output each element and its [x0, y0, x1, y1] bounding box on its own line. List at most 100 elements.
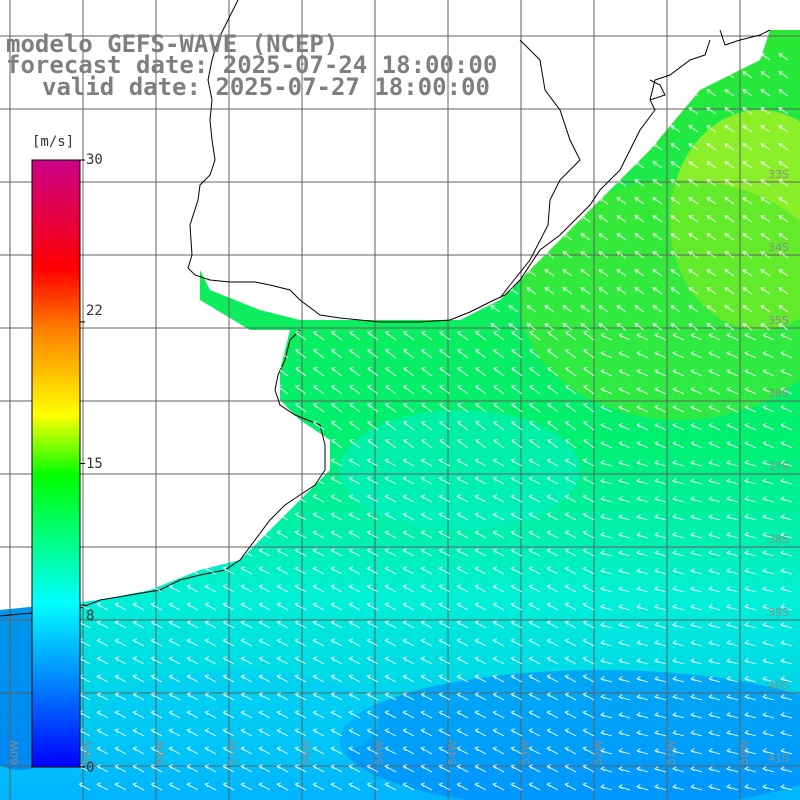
wind-arrow — [708, 712, 721, 719]
wind-arrow — [438, 602, 451, 611]
wind-arrow — [636, 622, 649, 629]
wind-arrow — [186, 566, 199, 575]
wind-arrow — [348, 584, 361, 593]
wind-arrow — [312, 602, 325, 611]
wind-arrow — [636, 550, 649, 557]
wind-arrow — [600, 386, 613, 395]
longitude-labels: 60W 59W 58W 57W 56W 55W 54W 53W 52W 51W 50W — [8, 740, 751, 765]
wind-arrow — [420, 764, 433, 773]
wind-arrow — [636, 640, 649, 647]
wind-arrow — [708, 514, 721, 521]
wind-arrow — [186, 620, 199, 629]
wind-arrow — [580, 197, 591, 205]
wind-arrow — [222, 566, 235, 575]
wind-arrow — [528, 421, 541, 431]
wind-arrow — [706, 89, 717, 97]
wind-arrow — [510, 331, 523, 341]
wind-arrow — [618, 422, 631, 431]
wind-arrow — [634, 269, 645, 277]
wind-arrow — [114, 403, 127, 413]
wind-arrow — [240, 764, 253, 773]
wind-arrow — [652, 233, 663, 241]
wind-arrow — [726, 350, 739, 359]
wind-arrow — [132, 548, 145, 557]
wind-arrow — [670, 125, 681, 133]
wind-arrow — [456, 674, 469, 683]
wind-arrow — [150, 331, 163, 341]
wind-arrow — [724, 107, 735, 115]
wind-arrow — [654, 386, 667, 395]
wind-arrow — [510, 367, 523, 377]
wind-arrow — [708, 550, 721, 557]
wind-arrow — [312, 367, 325, 377]
wind-arrow — [780, 460, 793, 467]
wind-arrow — [780, 766, 793, 773]
wind-arrow — [762, 712, 775, 719]
wind-arrow — [222, 674, 235, 683]
wind-arrow — [744, 640, 757, 647]
wind-arrow — [564, 385, 577, 395]
wind-arrow — [276, 620, 289, 629]
wind-arrow — [744, 604, 757, 611]
wind-arrow — [528, 530, 541, 539]
wind-arrow — [618, 496, 631, 503]
wind-arrow — [492, 638, 505, 647]
wind-arrow — [600, 604, 613, 611]
wind-arrow — [690, 712, 703, 719]
wind-arrow — [544, 89, 555, 97]
wind-arrow — [456, 367, 469, 377]
wind-arrow — [726, 676, 739, 683]
wind-arrow — [528, 548, 541, 557]
wind-arrow — [618, 550, 631, 557]
wind-arrow — [582, 710, 595, 719]
wind-arrow — [402, 530, 415, 539]
wind-arrow — [240, 746, 253, 755]
wind-arrow — [150, 710, 163, 719]
wind-arrow — [618, 712, 631, 719]
wind-arrow — [708, 478, 721, 485]
wind-arrow — [294, 602, 307, 611]
wind-arrow — [384, 620, 397, 629]
wind-arrow — [348, 494, 361, 503]
wind-arrow — [636, 332, 649, 341]
wind-arrow — [600, 404, 613, 413]
wind-arrow — [780, 478, 793, 485]
wind-arrow — [294, 638, 307, 647]
wind-arrow — [150, 494, 163, 503]
wind-arrow — [186, 421, 199, 431]
wind-arrow — [544, 269, 555, 277]
wind-arrow — [402, 584, 415, 593]
wind-arrow — [600, 422, 613, 431]
wind-arrow — [580, 323, 591, 331]
wind-arrow — [402, 331, 415, 341]
wind-arrow — [330, 782, 343, 791]
wind-arrow — [150, 728, 163, 737]
wind-arrow — [114, 728, 127, 737]
wind-arrow — [276, 584, 289, 593]
wind-arrow — [688, 251, 699, 259]
wind-arrow — [654, 460, 667, 467]
wind-arrow — [490, 161, 501, 169]
wind-arrow — [258, 403, 271, 413]
wind-arrow — [186, 512, 199, 521]
wind-arrow — [258, 367, 271, 377]
wind-arrow — [402, 602, 415, 611]
wind-arrow — [78, 512, 91, 521]
wind-arrow — [204, 530, 217, 539]
wind-arrow — [258, 512, 271, 521]
wind-arrow — [222, 746, 235, 755]
wind-arrow — [600, 586, 613, 593]
wind-arrow — [760, 125, 771, 133]
wind-arrow — [330, 421, 343, 431]
wind-arrow — [616, 143, 627, 151]
wind-arrow — [528, 403, 541, 413]
wind-arrow — [582, 530, 595, 539]
wind-arrow — [778, 323, 789, 331]
wind-arrow — [348, 421, 361, 431]
wind-arrow — [312, 710, 325, 719]
wind-arrow — [616, 125, 627, 133]
wind-arrow — [742, 179, 753, 187]
latitude-label: 38S — [768, 533, 789, 546]
wind-arrow — [114, 764, 127, 773]
wind-arrow — [616, 305, 627, 313]
